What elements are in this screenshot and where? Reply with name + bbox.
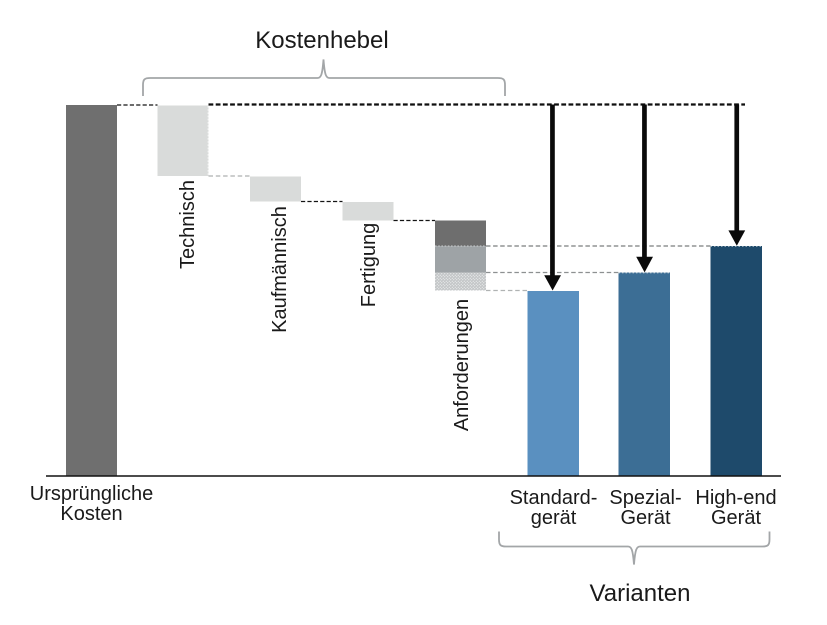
svg-text:Varianten: Varianten: [590, 580, 691, 607]
svg-text:High-end: High-end: [695, 487, 776, 509]
svg-text:Spezial-: Spezial-: [609, 487, 681, 509]
svg-text:Anforderungen: Anforderungen: [451, 299, 473, 431]
svg-text:Kostenhebel: Kostenhebel: [255, 27, 388, 54]
svg-text:Fertigung: Fertigung: [358, 223, 380, 308]
svg-text:Kaufmännisch: Kaufmännisch: [269, 206, 291, 333]
svg-text:Standard-: Standard-: [510, 487, 598, 509]
svg-text:Technisch: Technisch: [177, 180, 199, 269]
svg-text:Gerät: Gerät: [620, 507, 670, 529]
svg-text:Gerät: Gerät: [711, 507, 761, 529]
svg-text:Ursprüngliche: Ursprüngliche: [30, 483, 153, 505]
svg-text:Kosten: Kosten: [60, 503, 122, 525]
svg-text:gerät: gerät: [531, 507, 577, 529]
